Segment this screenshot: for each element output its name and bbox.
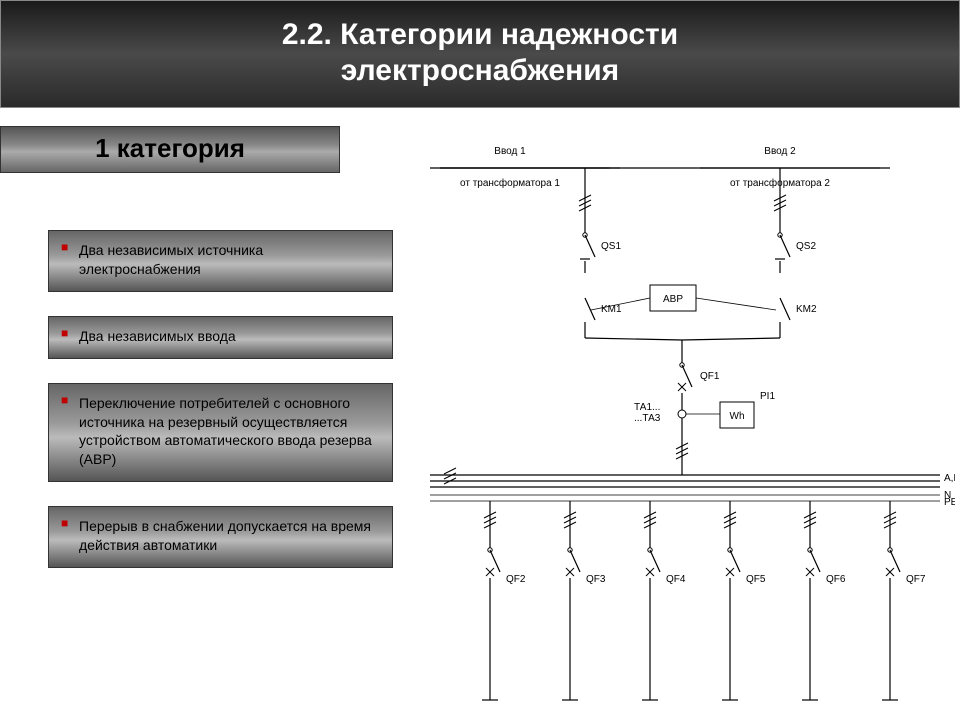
svg-text:QS2: QS2	[796, 241, 816, 252]
svg-text:Ввод 2: Ввод 2	[764, 146, 796, 157]
bullet-item: Перерыв в снабжении допускается на время…	[48, 506, 393, 568]
category-title-box: 1 категория	[0, 126, 340, 173]
bullet-item: Два независимых источника электроснабжен…	[48, 230, 393, 292]
svg-text:A,B,C: A,B,C	[944, 473, 955, 484]
svg-text:QS1: QS1	[601, 241, 621, 252]
svg-text:от трансформатора 1: от трансформатора 1	[460, 177, 560, 189]
header-line2: электроснабжения	[341, 54, 619, 87]
category-title: 1 категория	[95, 133, 245, 163]
header-title: 2.2. Категории надежности электроснабжен…	[1, 17, 959, 89]
svg-text:АВР: АВР	[663, 294, 683, 305]
slide-header: 2.2. Категории надежности электроснабжен…	[0, 0, 960, 108]
svg-text:QF5: QF5	[746, 574, 766, 585]
svg-text:QF2: QF2	[506, 574, 526, 585]
svg-text:QF6: QF6	[826, 574, 846, 585]
svg-text:KM2: KM2	[796, 304, 817, 315]
svg-text:QF1: QF1	[700, 371, 720, 382]
svg-text:Wh: Wh	[730, 411, 745, 422]
header-line1: 2.2. Категории надежности	[282, 18, 678, 51]
svg-text:PI1: PI1	[760, 391, 775, 402]
svg-text:ТА1......ТА3: ТА1......ТА3	[634, 402, 661, 424]
bullet-item: Два независимых ввода	[48, 316, 393, 359]
bullet-list: Два независимых источника электроснабжен…	[48, 230, 393, 592]
svg-text:QF7: QF7	[906, 574, 926, 585]
bullet-item: Переключение потребителей с основного ис…	[48, 383, 393, 483]
svg-text:QF3: QF3	[586, 574, 606, 585]
svg-text:Ввод 1: Ввод 1	[494, 146, 526, 157]
svg-text:QF4: QF4	[666, 574, 686, 585]
svg-text:PE: PE	[944, 497, 955, 508]
schematic-diagram: Ввод 1от трансформатора 1Ввод 2от трансф…	[420, 140, 955, 710]
